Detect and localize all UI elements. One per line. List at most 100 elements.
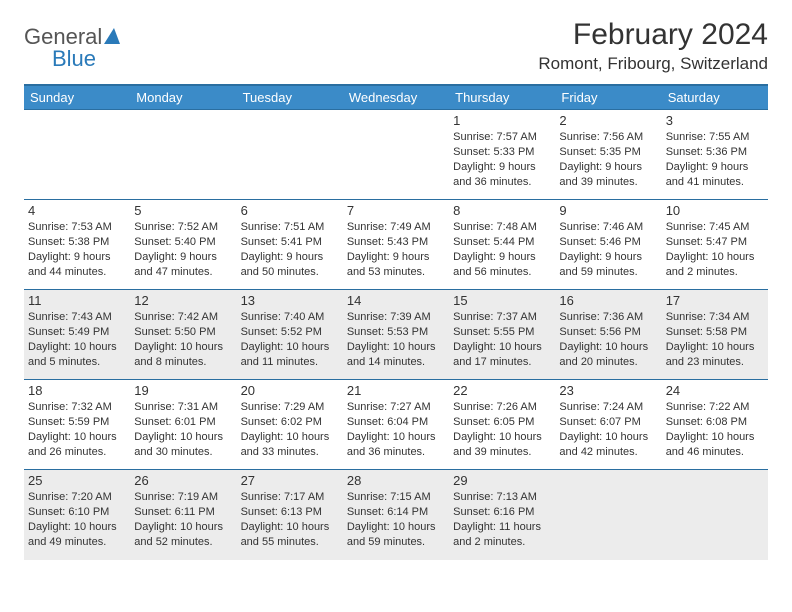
sunset: Sunset: 5:58 PM <box>666 325 764 340</box>
calendar-cell <box>555 470 661 560</box>
page-title: February 2024 <box>538 18 768 52</box>
daylight: Daylight: 10 hours and 55 minutes. <box>241 520 339 550</box>
sunrise: Sunrise: 7:20 AM <box>28 490 126 505</box>
calendar-cell: 29Sunrise: 7:13 AMSunset: 6:16 PMDayligh… <box>449 470 555 560</box>
day-info: Sunrise: 7:52 AMSunset: 5:40 PMDaylight:… <box>134 220 232 279</box>
day-info: Sunrise: 7:15 AMSunset: 6:14 PMDaylight:… <box>347 490 445 549</box>
calendar-cell: 27Sunrise: 7:17 AMSunset: 6:13 PMDayligh… <box>237 470 343 560</box>
calendar-cell: 14Sunrise: 7:39 AMSunset: 5:53 PMDayligh… <box>343 290 449 380</box>
day-header: Sunday <box>24 85 130 110</box>
calendar-row: 25Sunrise: 7:20 AMSunset: 6:10 PMDayligh… <box>24 470 768 560</box>
sunrise: Sunrise: 7:36 AM <box>559 310 657 325</box>
day-number: 16 <box>559 293 657 308</box>
sunset: Sunset: 5:41 PM <box>241 235 339 250</box>
calendar-cell: 28 Sunrise: 7:15 AMSunset: 6:14 PMDayligh… <box>343 470 449 560</box>
sunrise: Sunrise: 7:48 AM <box>453 220 551 235</box>
daylight: Daylight: 10 hours and 49 minutes. <box>28 520 126 550</box>
day-info: Sunrise: 7:49 AMSunset: 5:43 PMDaylight:… <box>347 220 445 279</box>
calendar-body: 1Sunrise: 7:57 AMSunset: 5:33 PMDaylight… <box>24 110 768 560</box>
calendar-cell: 9Sunrise: 7:46 AMSunset: 5:46 PMDaylight… <box>555 200 661 290</box>
calendar-cell: 2Sunrise: 7:56 AMSunset: 5:35 PMDaylight… <box>555 110 661 200</box>
sunrise: Sunrise: 7:22 AM <box>666 400 764 415</box>
sunset: Sunset: 6:04 PM <box>347 415 445 430</box>
calendar-row: 1Sunrise: 7:57 AMSunset: 5:33 PMDaylight… <box>24 110 768 200</box>
daylight: Daylight: 9 hours and 56 minutes. <box>453 250 551 280</box>
day-info: Sunrise: 7:26 AMSunset: 6:05 PMDaylight:… <box>453 400 551 459</box>
sunrise: Sunrise: 7:32 AM <box>28 400 126 415</box>
day-info: Sunrise: 7:17 AMSunset: 6:13 PMDaylight:… <box>241 490 339 549</box>
calendar-cell <box>237 110 343 200</box>
calendar-cell: 3Sunrise: 7:55 AMSunset: 5:36 PMDaylight… <box>662 110 768 200</box>
day-info: Sunrise: 7:42 AMSunset: 5:50 PMDaylight:… <box>134 310 232 369</box>
daylight: Daylight: 10 hours and 42 minutes. <box>559 430 657 460</box>
sunrise: Sunrise: 7:43 AM <box>28 310 126 325</box>
sunrise: Sunrise: 7:17 AM <box>241 490 339 505</box>
calendar-head: SundayMondayTuesdayWednesdayThursdayFrid… <box>24 85 768 110</box>
day-info: Sunrise: 7:20 AMSunset: 6:10 PMDaylight:… <box>28 490 126 549</box>
sunrise: Sunrise: 7:46 AM <box>559 220 657 235</box>
daylight: Daylight: 10 hours and 2 minutes. <box>666 250 764 280</box>
daylight: Daylight: 9 hours and 36 minutes. <box>453 160 551 190</box>
sunset: Sunset: 5:52 PM <box>241 325 339 340</box>
sunset: Sunset: 5:40 PM <box>134 235 232 250</box>
calendar-row: 18Sunrise: 7:32 AMSunset: 5:59 PMDayligh… <box>24 380 768 470</box>
calendar-cell: 1Sunrise: 7:57 AMSunset: 5:33 PMDaylight… <box>449 110 555 200</box>
sunrise: Sunrise: 7:39 AM <box>347 310 445 325</box>
calendar-cell: 16Sunrise: 7:36 AMSunset: 5:56 PMDayligh… <box>555 290 661 380</box>
sunrise: Sunrise: 7:19 AM <box>134 490 232 505</box>
calendar-cell: 20Sunrise: 7:29 AMSunset: 6:02 PMDayligh… <box>237 380 343 470</box>
day-number: 26 <box>134 473 232 488</box>
day-info: Sunrise: 7:34 AMSunset: 5:58 PMDaylight:… <box>666 310 764 369</box>
calendar-cell: 24Sunrise: 7:22 AMSunset: 6:08 PMDayligh… <box>662 380 768 470</box>
daylight: Daylight: 9 hours and 50 minutes. <box>241 250 339 280</box>
sunrise: Sunrise: 7:51 AM <box>241 220 339 235</box>
day-number: 19 <box>134 383 232 398</box>
sunrise: Sunrise: 7:26 AM <box>453 400 551 415</box>
calendar-cell <box>343 110 449 200</box>
calendar-cell <box>130 110 236 200</box>
daylight: Daylight: 10 hours and 30 minutes. <box>134 430 232 460</box>
calendar-cell: 4Sunrise: 7:53 AMSunset: 5:38 PMDaylight… <box>24 200 130 290</box>
sunrise: Sunrise: 7:55 AM <box>666 130 764 145</box>
calendar-cell: 15 Sunrise: 7:37 AMSunset: 5:55 PMDayligh… <box>449 290 555 380</box>
sunset: Sunset: 6:08 PM <box>666 415 764 430</box>
day-info: Sunrise: 7:48 AMSunset: 5:44 PMDaylight:… <box>453 220 551 279</box>
sunset: Sunset: 5:59 PM <box>28 415 126 430</box>
day-info: Sunrise: 7:24 AMSunset: 6:07 PMDaylight:… <box>559 400 657 459</box>
sunrise: Sunrise: 7:34 AM <box>666 310 764 325</box>
calendar-cell <box>24 110 130 200</box>
calendar-cell: 19Sunrise: 7:31 AMSunset: 6:01 PMDayligh… <box>130 380 236 470</box>
day-info: Sunrise: 7:43 AMSunset: 5:49 PMDaylight:… <box>28 310 126 369</box>
calendar-cell: 22Sunrise: 7:26 AMSunset: 6:05 PMDayligh… <box>449 380 555 470</box>
day-header: Saturday <box>662 85 768 110</box>
day-number: 1 <box>453 113 551 128</box>
day-header: Wednesday <box>343 85 449 110</box>
day-number: 12 <box>134 293 232 308</box>
calendar-cell: 17 Sunrise: 7:34 AMSunset: 5:58 PMDayligh… <box>662 290 768 380</box>
sunset: Sunset: 5:49 PM <box>28 325 126 340</box>
day-number: 17 <box>666 293 764 308</box>
calendar-cell: 11Sunrise: 7:43 AMSunset: 5:49 PMDayligh… <box>24 290 130 380</box>
daylight: Daylight: 10 hours and 52 minutes. <box>134 520 232 550</box>
calendar-cell: 7Sunrise: 7:49 AMSunset: 5:43 PMDaylight… <box>343 200 449 290</box>
day-number: 15 <box>453 293 551 308</box>
day-number: 20 <box>241 383 339 398</box>
location: Romont, Fribourg, Switzerland <box>538 54 768 74</box>
day-number: 5 <box>134 203 232 218</box>
calendar-cell: 10Sunrise: 7:45 AMSunset: 5:47 PMDayligh… <box>662 200 768 290</box>
calendar-cell: 25Sunrise: 7:20 AMSunset: 6:10 PMDayligh… <box>24 470 130 560</box>
calendar-cell <box>662 470 768 560</box>
logo-part2: Blue <box>52 46 96 72</box>
daylight: Daylight: 10 hours and 59 minutes. <box>347 520 445 550</box>
day-info: Sunrise: 7:37 AMSunset: 5:55 PMDaylight:… <box>453 310 551 369</box>
sunset: Sunset: 5:44 PM <box>453 235 551 250</box>
day-number: 28 <box>347 473 445 488</box>
daylight: Daylight: 10 hours and 5 minutes. <box>28 340 126 370</box>
daylight: Daylight: 10 hours and 17 minutes. <box>453 340 551 370</box>
day-info: Sunrise: 7:32 AMSunset: 5:59 PMDaylight:… <box>28 400 126 459</box>
sunset: Sunset: 6:05 PM <box>453 415 551 430</box>
daylight: Daylight: 10 hours and 33 minutes. <box>241 430 339 460</box>
day-info: Sunrise: 7:19 AMSunset: 6:11 PMDaylight:… <box>134 490 232 549</box>
sunrise: Sunrise: 7:15 AM <box>347 490 445 505</box>
daylight: Daylight: 10 hours and 39 minutes. <box>453 430 551 460</box>
